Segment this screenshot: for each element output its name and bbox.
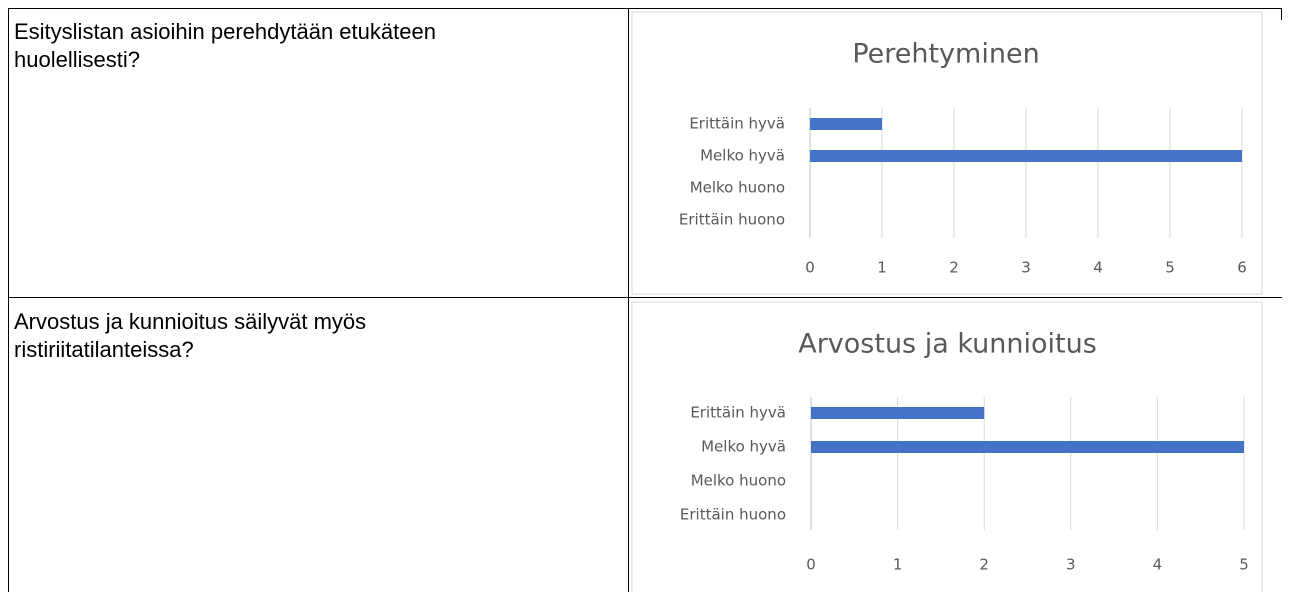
bar — [810, 118, 882, 130]
chart-title: Perehtyminen — [852, 39, 1039, 70]
y-tick-label: Erittäin huono — [680, 506, 786, 524]
x-tick-label: 1 — [893, 556, 903, 574]
x-tick-label: 0 — [806, 556, 816, 574]
x-tick-label: 4 — [1153, 556, 1163, 574]
y-tick-label: Melko huono — [691, 472, 786, 490]
y-tick-label: Erittäin hyvä — [689, 115, 785, 133]
x-tick-label: 2 — [979, 556, 989, 574]
bar — [811, 441, 1244, 453]
question: Arvostus ja kunnioitus säilyvät myös — [14, 309, 366, 334]
x-tick-label: 3 — [1066, 556, 1076, 574]
x-tick-label: 4 — [1093, 259, 1103, 277]
y-tick-label: Melko hyvä — [701, 438, 786, 456]
chart-title: Arvostus ja kunnioitus — [798, 329, 1097, 360]
question: Esityslistan asioihin perehdytään etukät… — [14, 19, 436, 44]
bar — [810, 150, 1242, 162]
bar — [811, 407, 985, 419]
question: huolellisesti? — [14, 47, 140, 72]
y-tick-label: Melko hyvä — [700, 147, 785, 165]
x-tick-label: 6 — [1237, 259, 1247, 277]
x-tick-label: 1 — [877, 259, 887, 277]
y-tick-label: Erittäin huono — [679, 211, 785, 229]
x-tick-label: 5 — [1165, 259, 1175, 277]
x-tick-label: 3 — [1021, 259, 1031, 277]
x-tick-label: 0 — [805, 259, 815, 277]
x-tick-label: 5 — [1239, 556, 1249, 574]
y-tick-label: Erittäin hyvä — [690, 404, 786, 422]
x-tick-label: 2 — [949, 259, 959, 277]
y-tick-label: Melko huono — [690, 179, 785, 197]
question: ristiriitatilanteissa? — [14, 337, 194, 362]
